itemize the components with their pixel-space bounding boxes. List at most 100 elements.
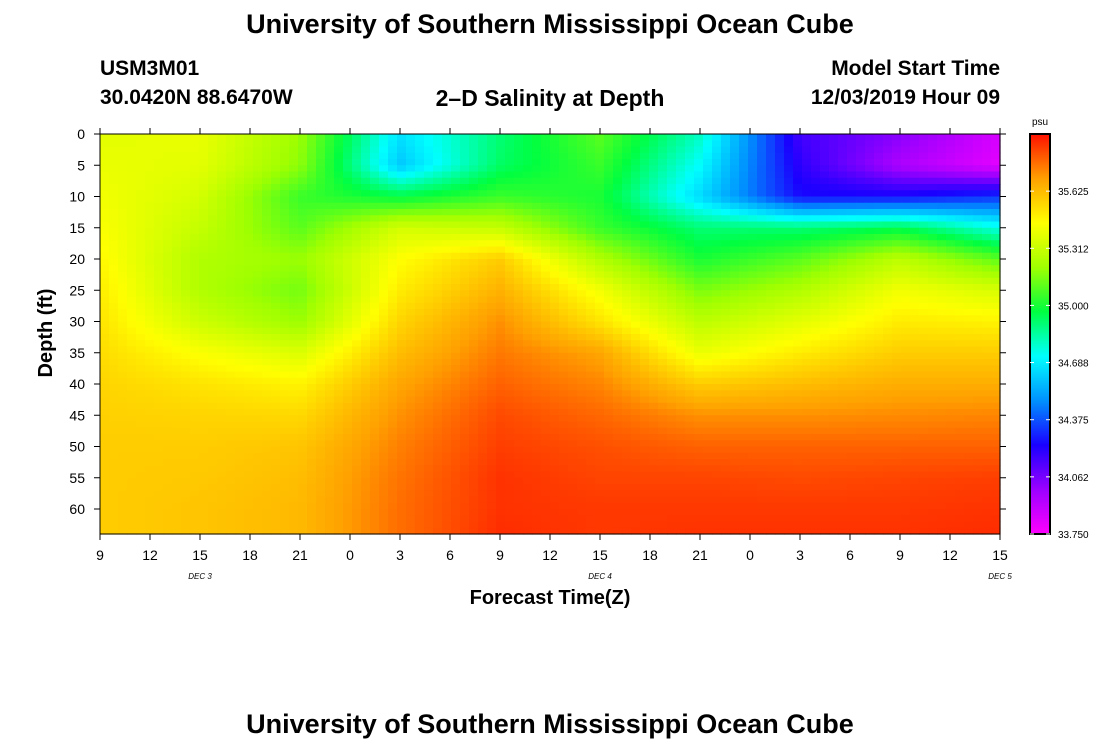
heatmap-cell	[307, 259, 317, 266]
heatmap-cell	[433, 252, 443, 260]
heatmap-cell	[874, 415, 884, 423]
heatmap-cell	[793, 409, 803, 416]
heatmap-cell	[766, 240, 776, 248]
heatmap-cell	[262, 434, 272, 441]
heatmap-cell	[802, 227, 812, 235]
heatmap-cell	[307, 409, 317, 416]
heatmap-cell	[568, 390, 578, 398]
heatmap-cell	[838, 390, 848, 398]
heatmap-cell	[289, 184, 299, 191]
heatmap-cell	[901, 352, 911, 360]
heatmap-cell	[928, 140, 938, 148]
heatmap-cell	[991, 371, 1001, 379]
heatmap-cell	[487, 284, 497, 291]
heatmap-cell	[496, 202, 506, 210]
heatmap-cell	[361, 384, 371, 391]
heatmap-cell	[811, 240, 821, 248]
heatmap-cell	[541, 346, 551, 354]
heatmap-cell	[379, 377, 389, 385]
heatmap-cell	[622, 440, 632, 448]
heatmap-cell	[442, 190, 452, 198]
heatmap-cell	[910, 252, 920, 260]
heatmap-cell	[649, 396, 659, 404]
heatmap-cell	[694, 415, 704, 423]
heatmap-cell	[973, 396, 983, 404]
heatmap-cell	[676, 352, 686, 360]
heatmap-cell	[127, 309, 137, 316]
heatmap-cell	[199, 334, 209, 341]
heatmap-cell	[541, 421, 551, 429]
heatmap-cell	[559, 165, 569, 173]
heatmap-cell	[199, 234, 209, 241]
heatmap-cell	[505, 365, 515, 373]
heatmap-cell	[694, 177, 704, 185]
heatmap-cell	[307, 296, 317, 304]
heatmap-cell	[208, 427, 218, 435]
heatmap-cell	[550, 409, 560, 416]
heatmap-cell	[946, 271, 956, 279]
heatmap-cell	[595, 134, 605, 141]
heatmap-cell	[964, 302, 974, 310]
heatmap-cell	[442, 152, 452, 160]
heatmap-cell	[676, 421, 686, 429]
heatmap-cell	[847, 190, 857, 198]
heatmap-cell	[172, 377, 182, 385]
heatmap-cell	[217, 396, 227, 404]
heatmap-cell	[379, 302, 389, 310]
heatmap-cell	[955, 321, 965, 329]
heatmap-cell	[910, 377, 920, 385]
heatmap-cell	[757, 359, 767, 366]
heatmap-cell	[559, 390, 569, 398]
heatmap-cell	[694, 159, 704, 166]
heatmap-cell	[469, 315, 479, 323]
heatmap-cell	[802, 309, 812, 316]
heatmap-cell	[730, 134, 740, 141]
heatmap-cell	[415, 171, 425, 179]
heatmap-cell	[586, 227, 596, 235]
heatmap-cell	[505, 377, 515, 385]
heatmap-cell	[982, 359, 992, 366]
heatmap-cell	[802, 140, 812, 148]
heatmap-cell	[505, 209, 515, 216]
heatmap-cell	[388, 365, 398, 373]
heatmap-cell	[550, 352, 560, 360]
heatmap-cell	[127, 390, 137, 398]
heatmap-cell	[703, 390, 713, 398]
heatmap-cell	[577, 152, 587, 160]
heatmap-cell	[469, 390, 479, 398]
heatmap-cell	[145, 165, 155, 173]
heatmap-cell	[955, 315, 965, 323]
heatmap-cell	[172, 221, 182, 229]
heatmap-cell	[856, 434, 866, 441]
heatmap-cell	[802, 271, 812, 279]
heatmap-cell	[379, 296, 389, 304]
heatmap-cell	[190, 315, 200, 323]
heatmap-cell	[199, 346, 209, 354]
heatmap-cell	[397, 440, 407, 448]
heatmap-cell	[703, 309, 713, 316]
heatmap-cell	[838, 265, 848, 273]
heatmap-cell	[334, 402, 344, 410]
heatmap-cell	[190, 265, 200, 273]
heatmap-cell	[118, 409, 128, 416]
heatmap-cell	[415, 359, 425, 366]
heatmap-cell	[703, 165, 713, 173]
heatmap-cell	[622, 315, 632, 323]
heatmap-cell	[973, 296, 983, 304]
heatmap-cell	[874, 377, 884, 385]
heatmap-cell	[991, 327, 1001, 335]
heatmap-cell	[298, 371, 308, 379]
heatmap-cell	[244, 202, 254, 210]
heatmap-cell	[541, 302, 551, 310]
heatmap-cell	[496, 234, 506, 241]
heatmap-cell	[487, 390, 497, 398]
heatmap-cell	[838, 152, 848, 160]
heatmap-cell	[334, 202, 344, 210]
heatmap-cell	[388, 346, 398, 354]
heatmap-cell	[109, 252, 119, 260]
heatmap-cell	[109, 284, 119, 291]
heatmap-cell	[586, 290, 596, 298]
heatmap-cell	[523, 146, 533, 154]
heatmap-cell	[730, 265, 740, 273]
heatmap-cell	[595, 165, 605, 173]
